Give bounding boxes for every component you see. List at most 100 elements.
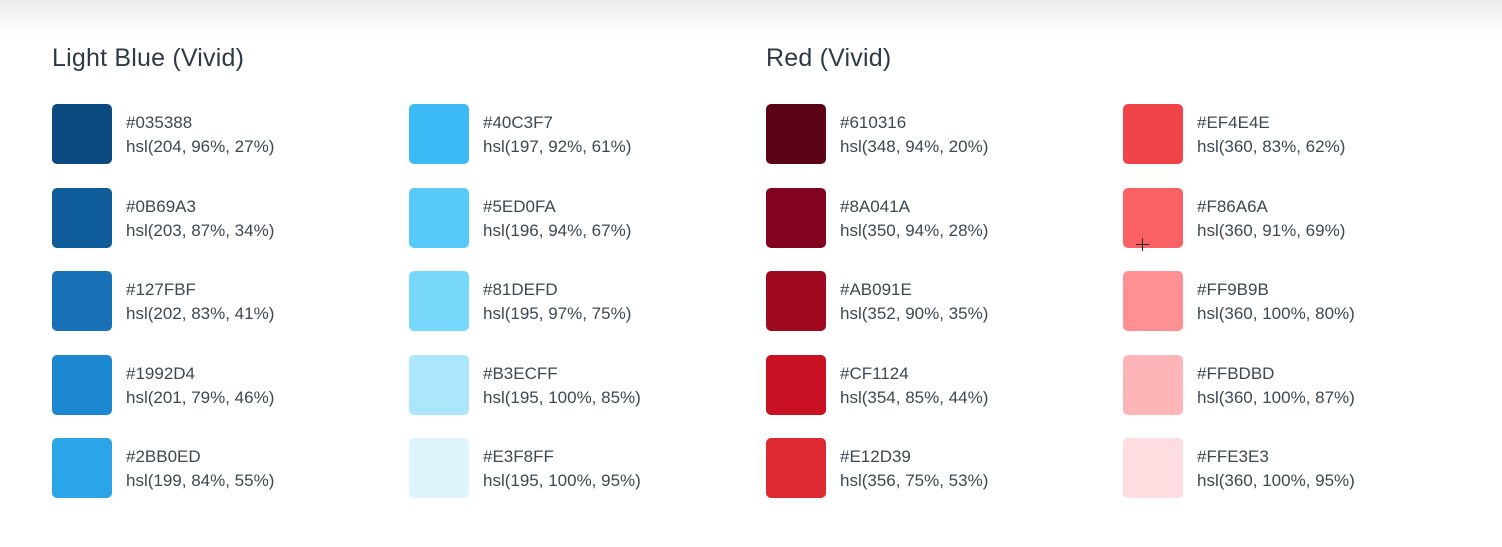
swatch-row: #CF1124 hsl(354, 85%, 44%) bbox=[766, 354, 1086, 415]
swatch-hsl: hsl(202, 83%, 41%) bbox=[126, 304, 275, 323]
swatch-hex: #1992D4 bbox=[126, 363, 196, 383]
swatch-label: #FF9B9B hsl(360, 100%, 80%) bbox=[1197, 278, 1355, 326]
palette-column: #610316 hsl(348, 94%, 20%) #8A041A hsl(3… bbox=[766, 104, 1086, 522]
swatch-hsl: hsl(203, 87%, 34%) bbox=[126, 220, 275, 240]
palette-title: Light Blue (Vivid) bbox=[52, 44, 245, 72]
color-swatch bbox=[409, 187, 469, 248]
swatch-row: #FFBDBD hsl(360, 100%, 87%) bbox=[1123, 354, 1443, 415]
color-swatch bbox=[1123, 187, 1183, 248]
swatch-hex: #FFE3E3 bbox=[1197, 447, 1269, 466]
swatch-label: #FFBDBD hsl(360, 100%, 87%) bbox=[1197, 362, 1355, 410]
swatch-row: #1992D4 hsl(201, 79%, 46%) bbox=[52, 354, 372, 415]
swatch-hex: #2BB0ED bbox=[126, 447, 201, 466]
swatch-label: #EF4E4E hsl(360, 83%, 62%) bbox=[1197, 111, 1345, 159]
swatch-hex: #5ED0FA bbox=[483, 196, 556, 216]
swatch-hsl: hsl(201, 79%, 46%) bbox=[126, 387, 275, 407]
swatch-hsl: hsl(348, 94%, 20%) bbox=[840, 137, 989, 156]
swatch-hsl: hsl(360, 83%, 62%) bbox=[1197, 137, 1346, 156]
swatch-row: #AB091E hsl(352, 90%, 35%) bbox=[766, 271, 1086, 331]
swatch-label: #81DEFD hsl(195, 97%, 75%) bbox=[483, 278, 631, 326]
swatch-hsl: hsl(195, 100%, 95%) bbox=[483, 471, 641, 490]
color-swatch bbox=[409, 271, 469, 331]
swatch-row: #F86A6A hsl(360, 91%, 69%) bbox=[1123, 187, 1443, 248]
swatch-hex: #610316 bbox=[840, 113, 907, 132]
swatch-hsl: hsl(354, 85%, 44%) bbox=[840, 387, 989, 407]
swatch-hex: #E3F8FF bbox=[483, 447, 554, 466]
palette-column: #40C3F7 hsl(197, 92%, 61%) #5ED0FA hsl(1… bbox=[409, 104, 729, 522]
swatch-hsl: hsl(360, 91%, 69%) bbox=[1197, 220, 1346, 240]
color-swatch bbox=[766, 438, 826, 498]
color-swatch bbox=[52, 187, 112, 248]
swatch-hex: #127FBF bbox=[126, 280, 196, 299]
swatch-row: #E3F8FF hsl(195, 100%, 95%) bbox=[409, 438, 729, 498]
swatch-hsl: hsl(197, 92%, 61%) bbox=[483, 137, 632, 156]
color-swatch bbox=[409, 354, 469, 415]
swatch-label: #40C3F7 hsl(197, 92%, 61%) bbox=[483, 111, 631, 159]
swatch-row: #EF4E4E hsl(360, 83%, 62%) bbox=[1123, 104, 1443, 164]
color-swatch bbox=[766, 271, 826, 331]
swatch-label: #5ED0FA hsl(196, 94%, 67%) bbox=[483, 195, 631, 243]
swatch-hsl: hsl(195, 97%, 75%) bbox=[483, 304, 632, 323]
palette-title: Red (Vivid) bbox=[766, 44, 892, 72]
color-swatch bbox=[52, 104, 112, 164]
swatch-row: #127FBF hsl(202, 83%, 41%) bbox=[52, 271, 372, 331]
color-swatch bbox=[1123, 104, 1183, 164]
swatch-label: #AB091E hsl(352, 90%, 35%) bbox=[840, 278, 988, 326]
swatch-row: #FFE3E3 hsl(360, 100%, 95%) bbox=[1123, 438, 1443, 498]
swatch-row: #2BB0ED hsl(199, 84%, 55%) bbox=[52, 438, 372, 498]
swatch-hsl: hsl(195, 100%, 85%) bbox=[483, 387, 641, 407]
swatch-label: #035388 hsl(204, 96%, 27%) bbox=[126, 111, 274, 159]
swatch-label: #8A041A hsl(350, 94%, 28%) bbox=[840, 195, 988, 243]
swatch-label: #2BB0ED hsl(199, 84%, 55%) bbox=[126, 445, 274, 493]
palette-column: #EF4E4E hsl(360, 83%, 62%) #F86A6A hsl(3… bbox=[1123, 104, 1443, 522]
swatch-hsl: hsl(356, 75%, 53%) bbox=[840, 471, 989, 490]
swatch-row: #FF9B9B hsl(360, 100%, 80%) bbox=[1123, 271, 1443, 331]
color-swatch bbox=[1123, 271, 1183, 331]
color-swatch bbox=[1123, 354, 1183, 415]
swatch-label: #CF1124 hsl(354, 85%, 44%) bbox=[840, 362, 988, 410]
swatch-hsl: hsl(196, 94%, 67%) bbox=[483, 220, 632, 240]
swatch-hex: #F86A6A bbox=[1197, 196, 1268, 216]
swatch-label: #E3F8FF hsl(195, 100%, 95%) bbox=[483, 445, 641, 493]
swatch-row: #E12D39 hsl(356, 75%, 53%) bbox=[766, 438, 1086, 498]
swatch-hsl: hsl(360, 100%, 87%) bbox=[1197, 387, 1355, 407]
swatch-row: #8A041A hsl(350, 94%, 28%) bbox=[766, 187, 1086, 248]
swatch-hex: #CF1124 bbox=[840, 363, 909, 383]
swatch-row: #610316 hsl(348, 94%, 20%) bbox=[766, 104, 1086, 164]
top-shadow bbox=[0, 0, 1502, 38]
swatch-label: #FFE3E3 hsl(360, 100%, 95%) bbox=[1197, 445, 1355, 493]
swatch-hex: #B3ECFF bbox=[483, 363, 558, 383]
swatch-hex: #81DEFD bbox=[483, 280, 558, 299]
swatch-row: #035388 hsl(204, 96%, 27%) bbox=[52, 104, 372, 164]
swatch-hsl: hsl(352, 90%, 35%) bbox=[840, 304, 989, 323]
color-swatch bbox=[766, 354, 826, 415]
color-swatch bbox=[52, 354, 112, 415]
swatch-row: #0B69A3 hsl(203, 87%, 34%) bbox=[52, 187, 372, 248]
swatch-hex: #8A041A bbox=[840, 196, 910, 216]
swatch-row: #81DEFD hsl(195, 97%, 75%) bbox=[409, 271, 729, 331]
swatch-label: #610316 hsl(348, 94%, 20%) bbox=[840, 111, 988, 159]
swatch-hex: #FF9B9B bbox=[1197, 280, 1269, 299]
crosshair-cursor-icon bbox=[1136, 238, 1149, 251]
color-swatch bbox=[766, 187, 826, 248]
swatch-hex: #AB091E bbox=[840, 280, 912, 299]
swatch-hex: #0B69A3 bbox=[126, 196, 196, 216]
palette-column: #035388 hsl(204, 96%, 27%) #0B69A3 hsl(2… bbox=[52, 104, 372, 522]
color-swatch bbox=[1123, 438, 1183, 498]
swatch-row: #40C3F7 hsl(197, 92%, 61%) bbox=[409, 104, 729, 164]
swatch-label: #127FBF hsl(202, 83%, 41%) bbox=[126, 278, 274, 326]
swatch-hsl: hsl(350, 94%, 28%) bbox=[840, 220, 989, 240]
swatch-hex: #035388 bbox=[126, 113, 193, 132]
swatch-hsl: hsl(199, 84%, 55%) bbox=[126, 471, 275, 490]
swatch-hex: #E12D39 bbox=[840, 447, 911, 466]
swatch-row: #5ED0FA hsl(196, 94%, 67%) bbox=[409, 187, 729, 248]
color-swatch bbox=[409, 104, 469, 164]
color-swatch bbox=[52, 438, 112, 498]
swatch-hex: #FFBDBD bbox=[1197, 363, 1275, 383]
color-swatch bbox=[766, 104, 826, 164]
swatch-label: #B3ECFF hsl(195, 100%, 85%) bbox=[483, 362, 641, 410]
swatch-label: #F86A6A hsl(360, 91%, 69%) bbox=[1197, 195, 1345, 243]
swatch-row: #B3ECFF hsl(195, 100%, 85%) bbox=[409, 354, 729, 415]
color-swatch bbox=[52, 271, 112, 331]
swatch-label: #0B69A3 hsl(203, 87%, 34%) bbox=[126, 195, 274, 243]
